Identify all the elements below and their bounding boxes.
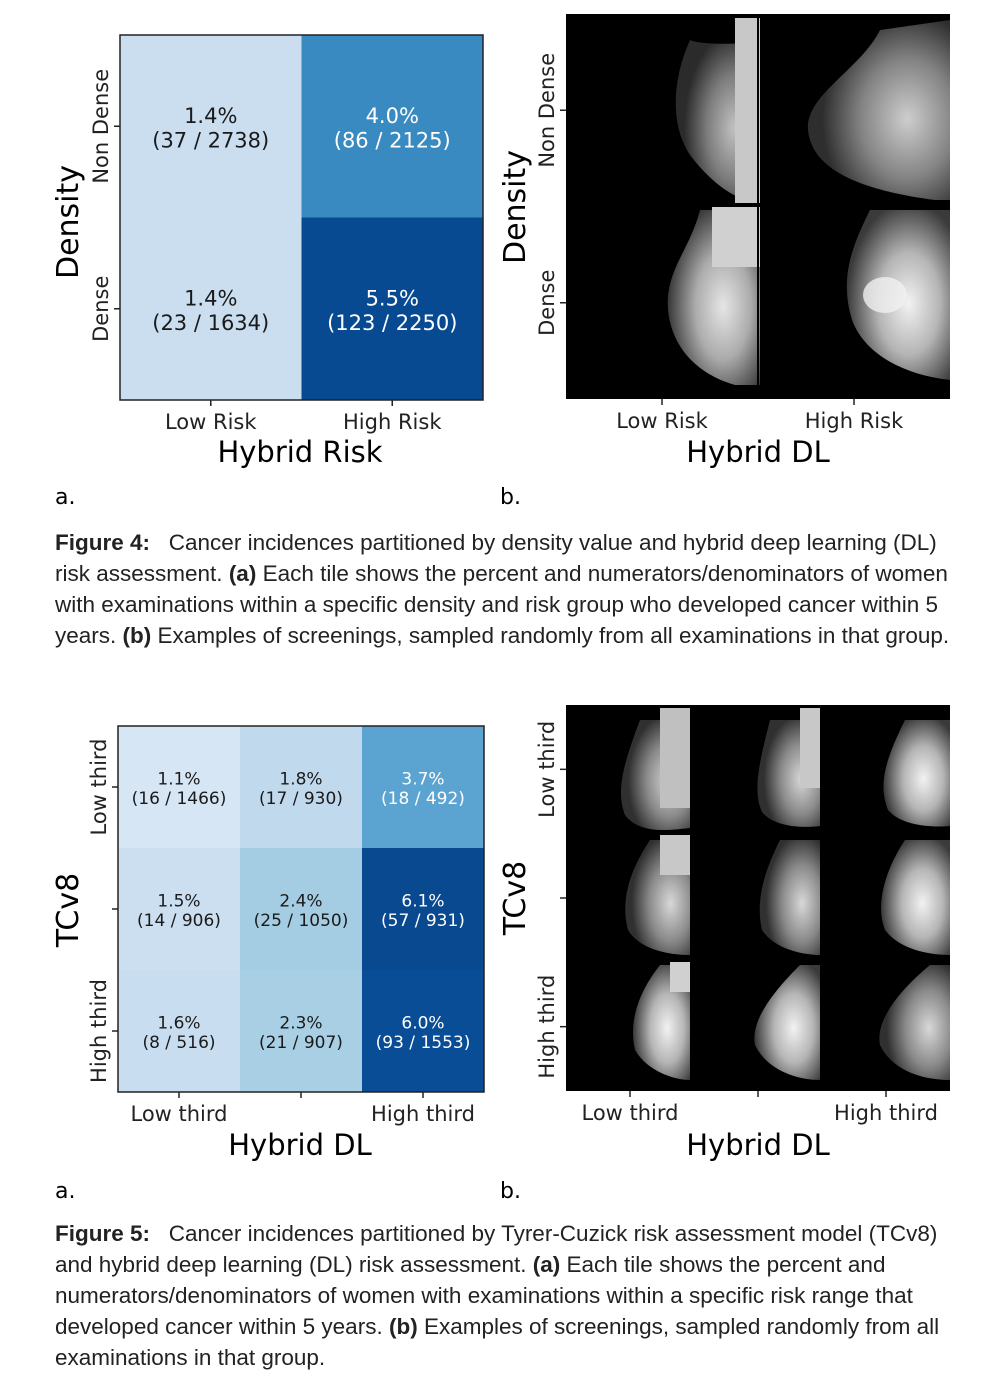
figure4-caption-text3: Examples of screenings, sampled randomly… bbox=[157, 623, 950, 648]
figure5-heatmap-xlabel: Hybrid DL bbox=[228, 1128, 371, 1162]
figure4-heatmap-ylabel: Density bbox=[51, 165, 86, 279]
figure4-caption-b: (b) bbox=[122, 623, 152, 648]
heatmap-cell-percent: 1.4% bbox=[184, 287, 237, 311]
heatmap-cell bbox=[301, 217, 483, 400]
heatmap-cell-fraction: (86 / 2125) bbox=[334, 128, 451, 152]
heatmap-cell-fraction: (14 / 906) bbox=[137, 911, 221, 931]
figure4: 1.4%(37 / 2738)4.0%(86 / 2125)1.4%(23 / … bbox=[51, 14, 950, 510]
heatmap-cell-fraction: (21 / 907) bbox=[259, 1033, 343, 1053]
heatmap-cell-fraction: (123 / 2250) bbox=[327, 311, 457, 335]
figure5-caption-text2: Each tile shows the percent and numerato… bbox=[55, 1252, 913, 1339]
figure5-mammogram-axes: Low third High third Low third High third bbox=[535, 721, 938, 1125]
heatmap-cell-fraction: (18 / 492) bbox=[381, 789, 465, 809]
figure5-caption-label: Figure 5: bbox=[55, 1221, 151, 1246]
x-tick-label: Low Risk bbox=[165, 410, 257, 434]
heatmap-cell-fraction: (8 / 516) bbox=[142, 1033, 215, 1053]
figure5-mammogram-grid bbox=[566, 705, 950, 1091]
x-tick-label: Low Risk bbox=[616, 409, 708, 433]
heatmap-cell bbox=[118, 726, 240, 848]
figure5-mammo-ylabel: TCv8 bbox=[498, 861, 533, 936]
figure5-panel-b: b. bbox=[500, 1179, 521, 1204]
figure4-caption: Figure 4: Cancer incidences partitioned … bbox=[55, 527, 955, 651]
figure4-heatmap: 1.4%(37 / 2738)4.0%(86 / 2125)1.4%(23 / … bbox=[89, 34, 484, 434]
figure5-panel-a: a. bbox=[55, 1179, 75, 1204]
figure5-caption-text3: Examples of screenings, sampled randomly… bbox=[55, 1314, 940, 1370]
heatmap-cell-fraction: (93 / 1553) bbox=[376, 1033, 471, 1053]
figure5-mammo-xlabel: Hybrid DL bbox=[686, 1128, 829, 1162]
heatmap-cell bbox=[120, 35, 302, 218]
heatmap-cell bbox=[362, 726, 484, 848]
y-tick-label: High third bbox=[87, 979, 111, 1083]
heatmap-cell-percent: 1.4% bbox=[184, 104, 237, 128]
y-tick-label: High third bbox=[535, 975, 559, 1079]
heatmap-cell-percent: 4.0% bbox=[366, 104, 419, 128]
heatmap-cell-fraction: (37 / 2738) bbox=[152, 128, 269, 152]
heatmap-cell bbox=[362, 848, 484, 970]
figure4-panel-b: b. bbox=[500, 485, 521, 510]
figure5-caption-text1: Cancer incidences partitioned by Tyrer-C… bbox=[55, 1221, 938, 1277]
heatmap-cell-fraction: (23 / 1634) bbox=[152, 311, 269, 335]
heatmap-cell bbox=[118, 848, 240, 970]
figure5-caption-b: (b) bbox=[388, 1314, 418, 1339]
x-tick-label: Low third bbox=[130, 1102, 227, 1126]
y-tick-label: Non Dense bbox=[535, 53, 559, 168]
y-tick-label: Low third bbox=[535, 721, 559, 818]
y-tick-label: Dense bbox=[89, 276, 113, 342]
heatmap-cell-fraction: (25 / 1050) bbox=[254, 911, 349, 931]
figure5: 1.1%(16 / 1466) 1.8%(17 / 930) 3.7%(18 / 4… bbox=[51, 705, 950, 1204]
figure5-heatmap: 1.1%(16 / 1466) 1.8%(17 / 930) 3.7%(18 / 4… bbox=[87, 725, 485, 1126]
heatmap-cell bbox=[120, 217, 302, 400]
y-tick-label: Non Dense bbox=[89, 69, 113, 184]
figure4-caption-label: Figure 4: bbox=[55, 530, 151, 555]
figure4-caption-a: (a) bbox=[228, 561, 257, 586]
figure4-caption-text1: Cancer incidences partitioned by density… bbox=[55, 530, 937, 586]
x-tick-label: Low third bbox=[581, 1101, 678, 1125]
heatmap-cell-fraction: (17 / 930) bbox=[259, 789, 343, 809]
figure4-panel-a: a. bbox=[55, 485, 75, 510]
heatmap-cell-percent: 5.5% bbox=[366, 287, 419, 311]
figure5-heatmap-ylabel: TCv8 bbox=[51, 873, 86, 948]
figure4-mammo-ylabel: Density bbox=[498, 150, 533, 264]
heatmap-cell-fraction: (57 / 931) bbox=[381, 911, 465, 931]
figure4-mammogram-axes: Low Risk High Risk Non Dense Dense bbox=[535, 53, 904, 433]
x-tick-label: High third bbox=[371, 1102, 475, 1126]
mammogram-dense-highrisk bbox=[846, 210, 950, 380]
figure5-caption: Figure 5: Cancer incidences partitioned … bbox=[55, 1218, 955, 1373]
heatmap-cell bbox=[301, 35, 483, 218]
heatmap-cell-percent: 1.6% bbox=[157, 1013, 200, 1033]
heatmap-cell bbox=[240, 848, 362, 970]
figure4-mammo-xlabel: Hybrid DL bbox=[686, 435, 829, 469]
heatmap-cell bbox=[362, 970, 484, 1092]
y-tick-label: Dense bbox=[535, 270, 559, 336]
heatmap-cell-percent: 1.5% bbox=[157, 891, 200, 911]
heatmap-cell-percent: 3.7% bbox=[401, 769, 444, 789]
figure4-heatmap-xlabel: Hybrid Risk bbox=[217, 435, 382, 469]
heatmap-cell-percent: 6.1% bbox=[401, 891, 444, 911]
heatmap-cell-percent: 6.0% bbox=[401, 1013, 444, 1033]
heatmap-cell-percent: 2.4% bbox=[279, 891, 322, 911]
x-tick-label: High third bbox=[834, 1101, 938, 1125]
mammogram-nondense-lowrisk bbox=[675, 18, 760, 203]
x-tick-label: High Risk bbox=[805, 409, 904, 433]
figure4-mammogram-grid bbox=[566, 14, 950, 399]
figure5-caption-a: (a) bbox=[532, 1252, 561, 1277]
heatmap-cell-percent: 1.1% bbox=[157, 769, 200, 789]
mammogram-nondense-highrisk bbox=[807, 20, 950, 200]
heatmap-cell bbox=[240, 970, 362, 1092]
heatmap-cell bbox=[240, 726, 362, 848]
figure4-caption-text2: Each tile shows the percent and numerato… bbox=[55, 561, 948, 648]
x-tick-label: High Risk bbox=[343, 410, 442, 434]
heatmap-cell-fraction: (16 / 1466) bbox=[132, 789, 227, 809]
heatmap-cell-percent: 2.3% bbox=[279, 1013, 322, 1033]
heatmap-frame bbox=[119, 34, 484, 401]
heatmap-cell-percent: 1.8% bbox=[279, 769, 322, 789]
y-tick-label: Low third bbox=[87, 738, 111, 835]
mammogram-dense-lowrisk bbox=[667, 207, 760, 385]
heatmap-cell bbox=[118, 970, 240, 1092]
